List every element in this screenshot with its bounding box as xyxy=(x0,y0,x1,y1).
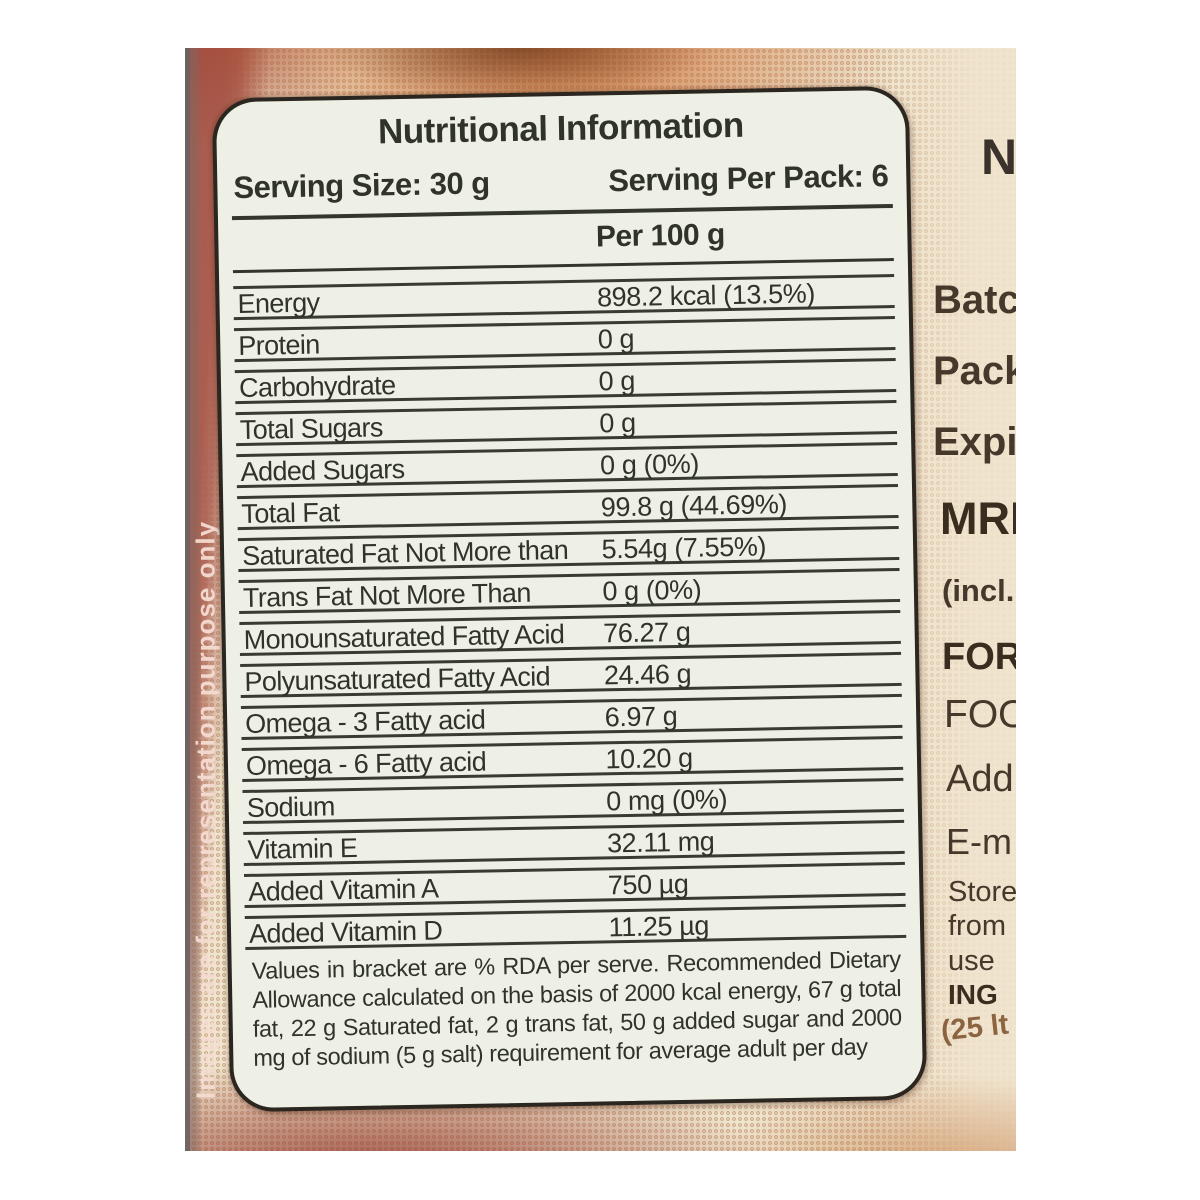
nutrient-name: Vitamin E xyxy=(247,832,358,865)
table-row: Energy 898.2 kcal (13.5%) xyxy=(233,273,895,321)
nutrient-name: Added Sugars xyxy=(240,454,405,488)
nutrient-value: 24.46 g xyxy=(603,658,692,691)
side-label-fragment: N xyxy=(981,129,1016,185)
table-row: Polyunsaturated Fatty Acid 24.46 g xyxy=(240,651,902,699)
table-row: Added Vitamin A 750 µg xyxy=(243,861,906,909)
nutrient-value: 0 g xyxy=(597,323,635,355)
nutrient-value: 76.27 g xyxy=(602,616,691,649)
nutrient-value: 99.8 g (44.69%) xyxy=(600,489,788,523)
side-label-fragment: (incl. xyxy=(942,573,1015,608)
rda-footnote: Values in bracket are % RDA per serve. R… xyxy=(251,945,902,1071)
nutrient-value: 0 g xyxy=(598,365,636,397)
nutrient-value: 0 g xyxy=(599,407,636,439)
nutrient-value: 11.25 µg xyxy=(608,910,710,943)
nutrition-title: Nutritional Information xyxy=(377,105,745,152)
nutrient-name: Total Sugars xyxy=(239,412,383,446)
serving-per-pack: Serving Per Pack: 6 xyxy=(608,158,889,199)
table-row: Added Sugars 0 g (0%) xyxy=(236,441,898,489)
nutrient-value: 898.2 kcal (13.5%) xyxy=(596,278,816,313)
table-row: Monounsaturated Fatty Acid 76.27 g xyxy=(239,609,901,657)
table-row: Protein 0 g xyxy=(233,315,896,363)
nutrient-name: Saturated Fat Not More than xyxy=(241,535,569,571)
serving-size: Serving Size: 30 g xyxy=(233,165,491,206)
nutrient-value: 0 g (0%) xyxy=(602,574,702,607)
side-label-fragment: Batc xyxy=(933,278,1016,322)
watermark-text: Images are for representation purpose on… xyxy=(190,520,221,1100)
column-header-row: Per 100 g xyxy=(232,208,894,274)
table-row: Total Sugars 0 g xyxy=(235,399,898,447)
nutrient-value: 32.11 mg xyxy=(606,826,715,859)
nutrient-name: Trans Fat Not More Than xyxy=(242,577,531,613)
nutrient-name: Sodium xyxy=(246,791,335,823)
table-row: Saturated Fat Not More than 5.54g (7.55%… xyxy=(237,525,900,573)
table-row: Omega - 3 Fatty acid 6.97 g xyxy=(240,693,903,741)
side-label-fragment: FOR xyxy=(942,636,1016,678)
table-row: Vitamin E 32.11 mg xyxy=(243,819,905,867)
side-label-fragment: Pack xyxy=(933,349,1016,393)
nutrient-name: Omega - 6 Fatty acid xyxy=(245,746,487,781)
nutrient-name: Added Vitamin A xyxy=(248,873,439,907)
table-row: Carbohydrate 0 g xyxy=(234,357,897,405)
nutrient-name: Carbohydrate xyxy=(238,370,396,404)
nutrient-name: Omega - 3 Fatty acid xyxy=(244,704,486,739)
nutrient-value: 0 mg (0%) xyxy=(605,784,728,817)
nutrient-value: 6.97 g xyxy=(604,701,678,733)
nutrition-label: Nutritional Information Serving Size: 30… xyxy=(211,85,928,1113)
side-label-fragment: ING xyxy=(948,979,998,1010)
side-label-fragment: FOO xyxy=(944,693,1016,736)
side-label-fragment: use xyxy=(948,945,995,977)
nutrition-table: Energy 898.2 kcal (13.5%) Protein 0 g Ca… xyxy=(233,273,907,950)
side-label-fragment: (25 lt xyxy=(939,1008,1011,1048)
per-100g-header: Per 100 g xyxy=(595,218,726,254)
nutrient-name: Total Fat xyxy=(241,497,340,529)
side-label-fragment: E-m xyxy=(946,821,1012,862)
table-row: Omega - 6 Fatty acid 10.20 g xyxy=(241,735,904,783)
nutrient-value: 5.54g (7.55%) xyxy=(601,531,767,565)
nutrient-value: 0 g (0%) xyxy=(599,448,700,481)
nutrient-name: Energy xyxy=(237,287,320,320)
nutrient-name: Monounsaturated Fatty Acid xyxy=(243,619,565,655)
table-row: Total Fat 99.8 g (44.69%) xyxy=(237,483,899,531)
side-label-fragment: Expi xyxy=(933,420,1016,464)
side-label-fragment: MRP xyxy=(940,493,1016,544)
nutrient-name: Polyunsaturated Fatty Acid xyxy=(244,661,551,697)
table-row: Trans Fat Not More Than 0 g (0%) xyxy=(238,567,901,615)
nutrient-value: 10.20 g xyxy=(605,742,694,775)
product-photo: Images are for representation purpose on… xyxy=(185,48,1016,1151)
nutrient-name: Protein xyxy=(238,329,320,362)
side-label-fragment: Store xyxy=(948,876,1016,908)
side-label-fragment: from xyxy=(948,910,1006,942)
side-label-fragment: Add xyxy=(946,758,1014,800)
table-row: Sodium 0 mg (0%) xyxy=(242,777,904,825)
nutrient-value: 750 µg xyxy=(607,868,689,901)
